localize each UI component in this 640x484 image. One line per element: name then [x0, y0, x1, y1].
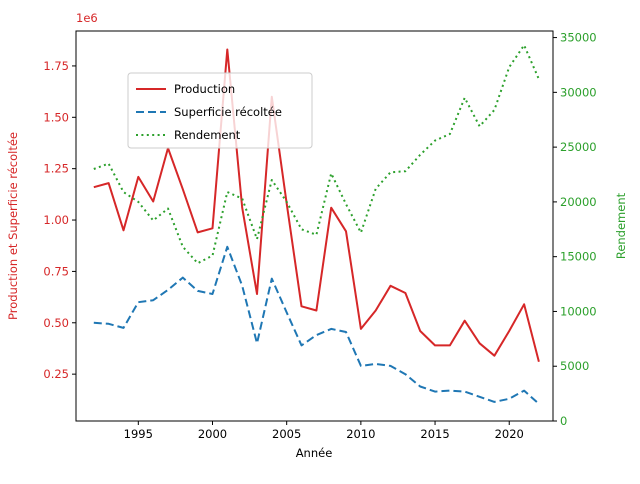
right-tick-label: 5000: [560, 359, 589, 373]
left-tick-label: 1.00: [43, 213, 69, 227]
x-tick-label: 2000: [198, 427, 227, 441]
x-tick-label: 2005: [272, 427, 301, 441]
right-tick-label: 20000: [560, 195, 597, 209]
left-axis-offset-label: 1e6: [76, 11, 98, 25]
x-axis-label: Année: [296, 446, 333, 460]
left-tick-label: 1.25: [43, 162, 69, 176]
right-tick-label: 30000: [560, 85, 597, 99]
axis-ticks: 0.25 0.50 0.75 1.00 1.25 1.50 1.75 0 5000 10000 15…: [43, 31, 596, 441]
legend-box: [127, 72, 313, 149]
superficie-legend-label: Superficie récoltée: [174, 105, 282, 119]
left-tick-label: 1.75: [43, 59, 69, 73]
y-axis-label-left: Production et Superficie récoltée: [6, 132, 20, 320]
plot-frame: [75, 30, 554, 422]
x-tick-label: 2015: [420, 427, 449, 441]
legend: Production Superficie récoltée Rendement: [127, 72, 313, 149]
y-axis-label-right: Rendement: [614, 192, 628, 259]
left-tick-label: 0.25: [43, 367, 69, 381]
x-tick-label: 1995: [124, 427, 153, 441]
right-tick-label: 35000: [560, 31, 597, 45]
rendement-legend-label: Rendement: [174, 128, 241, 142]
left-tick-label: 0.75: [43, 264, 69, 278]
left-tick-label: 1.50: [43, 110, 69, 124]
series-line-superficie-r-colt-e: [93, 245, 540, 405]
x-tick-label: 2020: [495, 427, 524, 441]
right-tick-label: 15000: [560, 250, 597, 264]
right-tick-label: 10000: [560, 304, 597, 318]
x-tick-label: 2010: [346, 427, 375, 441]
series-line-rendement: [93, 44, 540, 265]
production-legend-label: Production: [174, 82, 235, 96]
right-tick-label: 0: [560, 414, 567, 428]
left-tick-label: 0.50: [43, 316, 69, 330]
right-tick-label: 25000: [560, 140, 597, 154]
